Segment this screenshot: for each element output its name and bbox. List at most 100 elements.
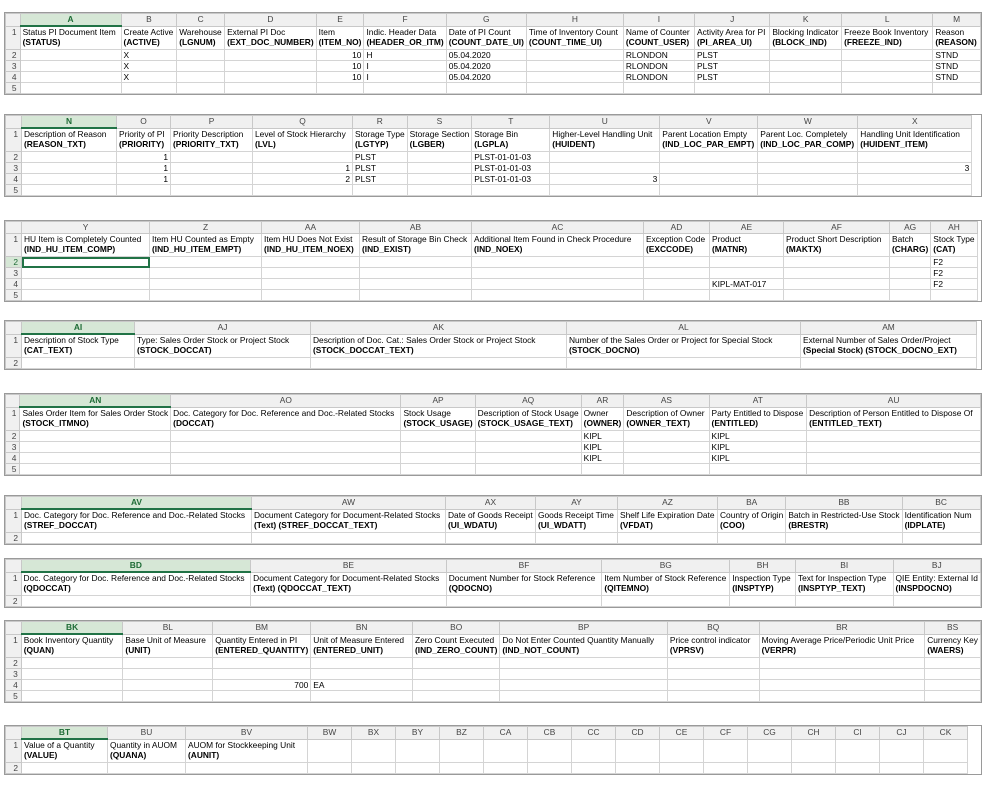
grid-cell[interactable] — [19, 441, 172, 453]
column-header-bf[interactable]: BF — [445, 559, 603, 573]
field-header-cell[interactable]: Zero Count Executed (IND_ZERO_COUNT) — [411, 633, 501, 658]
column-header-cd[interactable]: CD — [615, 726, 660, 740]
grid-cell[interactable] — [149, 278, 262, 290]
grid-cell[interactable]: STND — [932, 71, 981, 83]
column-header-cg[interactable]: CG — [747, 726, 792, 740]
grid-cell[interactable] — [857, 173, 973, 185]
row-header-5[interactable]: 5 — [5, 184, 22, 196]
field-header-cell[interactable]: Description of Reason (REASON_TXT) — [21, 127, 117, 152]
grid-cell[interactable] — [261, 278, 360, 290]
row-header-4[interactable]: 4 — [5, 679, 22, 691]
grid-cell[interactable]: RLONDON — [622, 71, 696, 83]
row-header-2[interactable]: 2 — [5, 532, 22, 544]
grid-cell[interactable]: PLST-01-01-03 — [471, 173, 551, 185]
field-header-cell[interactable]: Value of a Quantity (VALUE) — [21, 738, 108, 763]
grid-cell[interactable] — [623, 430, 710, 442]
grid-cell[interactable] — [21, 357, 135, 369]
grid-cell[interactable]: PLST — [694, 60, 771, 72]
grid-cell[interactable] — [659, 151, 759, 163]
grid-cell[interactable]: RLONDON — [622, 49, 696, 61]
grid-cell[interactable] — [21, 278, 150, 290]
grid-cell[interactable] — [212, 690, 312, 702]
column-header-bm[interactable]: BM — [212, 621, 312, 635]
grid-cell[interactable] — [474, 441, 582, 453]
column-header-bt[interactable]: BT — [21, 726, 108, 740]
grid-cell[interactable]: 1 — [116, 151, 171, 163]
field-header-cell[interactable]: Level of Stock Hierarchy (LVL) — [252, 127, 353, 152]
grid-cell[interactable] — [666, 668, 760, 680]
field-header-cell[interactable]: Shelf Life Expiration Date (VFDAT) — [617, 508, 718, 533]
grid-cell[interactable]: I — [363, 60, 447, 72]
grid-cell[interactable] — [666, 657, 760, 669]
field-header-cell[interactable]: Inspection Type (INSPTYP) — [729, 571, 796, 596]
grid-cell[interactable] — [359, 289, 472, 301]
select-all-corner[interactable] — [5, 394, 21, 408]
field-header-cell[interactable]: Priority of PI (PRIORITY) — [116, 127, 171, 152]
grid-cell[interactable] — [924, 657, 981, 669]
grid-cell[interactable] — [185, 762, 308, 774]
grid-cell[interactable] — [406, 162, 473, 174]
column-header-bu[interactable]: BU — [107, 726, 186, 740]
field-header-cell[interactable]: Quantity in AUOM (QUANA) — [107, 738, 186, 763]
grid-cell[interactable] — [411, 657, 501, 669]
field-header-cell[interactable]: Description of Doc. Cat.: Sales Order St… — [310, 333, 567, 358]
column-header-i[interactable]: I — [622, 13, 696, 27]
field-header-cell[interactable]: Exception Code (EXCCODE) — [643, 233, 710, 257]
grid-cell[interactable] — [643, 278, 710, 290]
field-header-cell[interactable]: Doc. Category for Doc. Reference and Doc… — [20, 571, 252, 596]
column-header-bh[interactable]: BH — [729, 559, 796, 573]
grid-cell[interactable]: I — [363, 71, 447, 83]
grid-cell[interactable] — [923, 762, 968, 774]
column-header-r[interactable]: R — [352, 115, 408, 129]
grid-cell[interactable] — [149, 267, 262, 279]
field-header-cell[interactable]: HU Item is Completely Counted (IND_HU_ITE… — [21, 233, 150, 257]
row-header-2[interactable]: 2 — [5, 357, 22, 369]
grid-cell[interactable] — [474, 452, 582, 464]
column-header-s[interactable]: S — [406, 115, 473, 129]
field-header-cell[interactable]: Handling Unit Identification (HUIDENT_ITE… — [857, 127, 973, 152]
grid-cell[interactable] — [835, 762, 880, 774]
row-header-2[interactable]: 2 — [5, 762, 22, 774]
column-header-by[interactable]: BY — [395, 726, 440, 740]
row-header-3[interactable]: 3 — [5, 60, 21, 72]
grid-cell[interactable] — [806, 430, 981, 442]
grid-cell[interactable]: F2 — [930, 267, 978, 279]
column-header-af[interactable]: AF — [783, 221, 890, 234]
grid-cell[interactable]: KIPL — [708, 430, 808, 442]
grid-cell[interactable] — [932, 82, 981, 94]
column-header-br[interactable]: BR — [758, 621, 926, 635]
grid-cell[interactable] — [21, 184, 117, 196]
row-header-1[interactable]: 1 — [5, 233, 22, 257]
field-header-cell[interactable] — [747, 738, 792, 763]
select-all-corner[interactable] — [5, 115, 22, 129]
column-header-l[interactable]: L — [841, 13, 934, 27]
grid-cell[interactable] — [445, 532, 536, 544]
field-header-cell[interactable] — [791, 738, 836, 763]
grid-cell[interactable] — [176, 49, 226, 61]
grid-cell[interactable] — [411, 668, 501, 680]
grid-cell[interactable]: STND — [932, 60, 981, 72]
field-header-cell[interactable]: Warehouse (LGNUM) — [176, 25, 226, 50]
column-header-ao[interactable]: AO — [170, 394, 402, 408]
select-all-corner[interactable] — [5, 13, 21, 27]
field-header-cell[interactable]: Time of Inventory Count (COUNT_TIME_UI) — [525, 25, 624, 50]
field-header-cell[interactable]: Description of Person Entitled to Dispos… — [806, 406, 981, 431]
grid-cell[interactable] — [170, 151, 253, 163]
field-header-cell[interactable] — [395, 738, 440, 763]
grid-cell[interactable] — [729, 595, 796, 607]
grid-cell[interactable] — [659, 162, 759, 174]
grid-cell[interactable] — [474, 430, 582, 442]
grid-cell[interactable]: PLST — [352, 162, 408, 174]
column-header-bn[interactable]: BN — [310, 621, 413, 635]
grid-cell[interactable] — [20, 657, 124, 669]
grid-cell[interactable] — [800, 357, 977, 369]
field-header-cell[interactable] — [571, 738, 616, 763]
field-header-cell[interactable]: Doc. Category for Doc. Reference and Doc… — [21, 508, 252, 533]
column-header-k[interactable]: K — [769, 13, 843, 27]
column-header-p[interactable]: P — [170, 115, 253, 129]
column-header-ac[interactable]: AC — [471, 221, 644, 234]
field-header-cell[interactable] — [923, 738, 968, 763]
grid-cell[interactable]: 05.04.2020 — [445, 60, 527, 72]
grid-cell[interactable] — [122, 668, 214, 680]
column-header-y[interactable]: Y — [21, 221, 150, 234]
